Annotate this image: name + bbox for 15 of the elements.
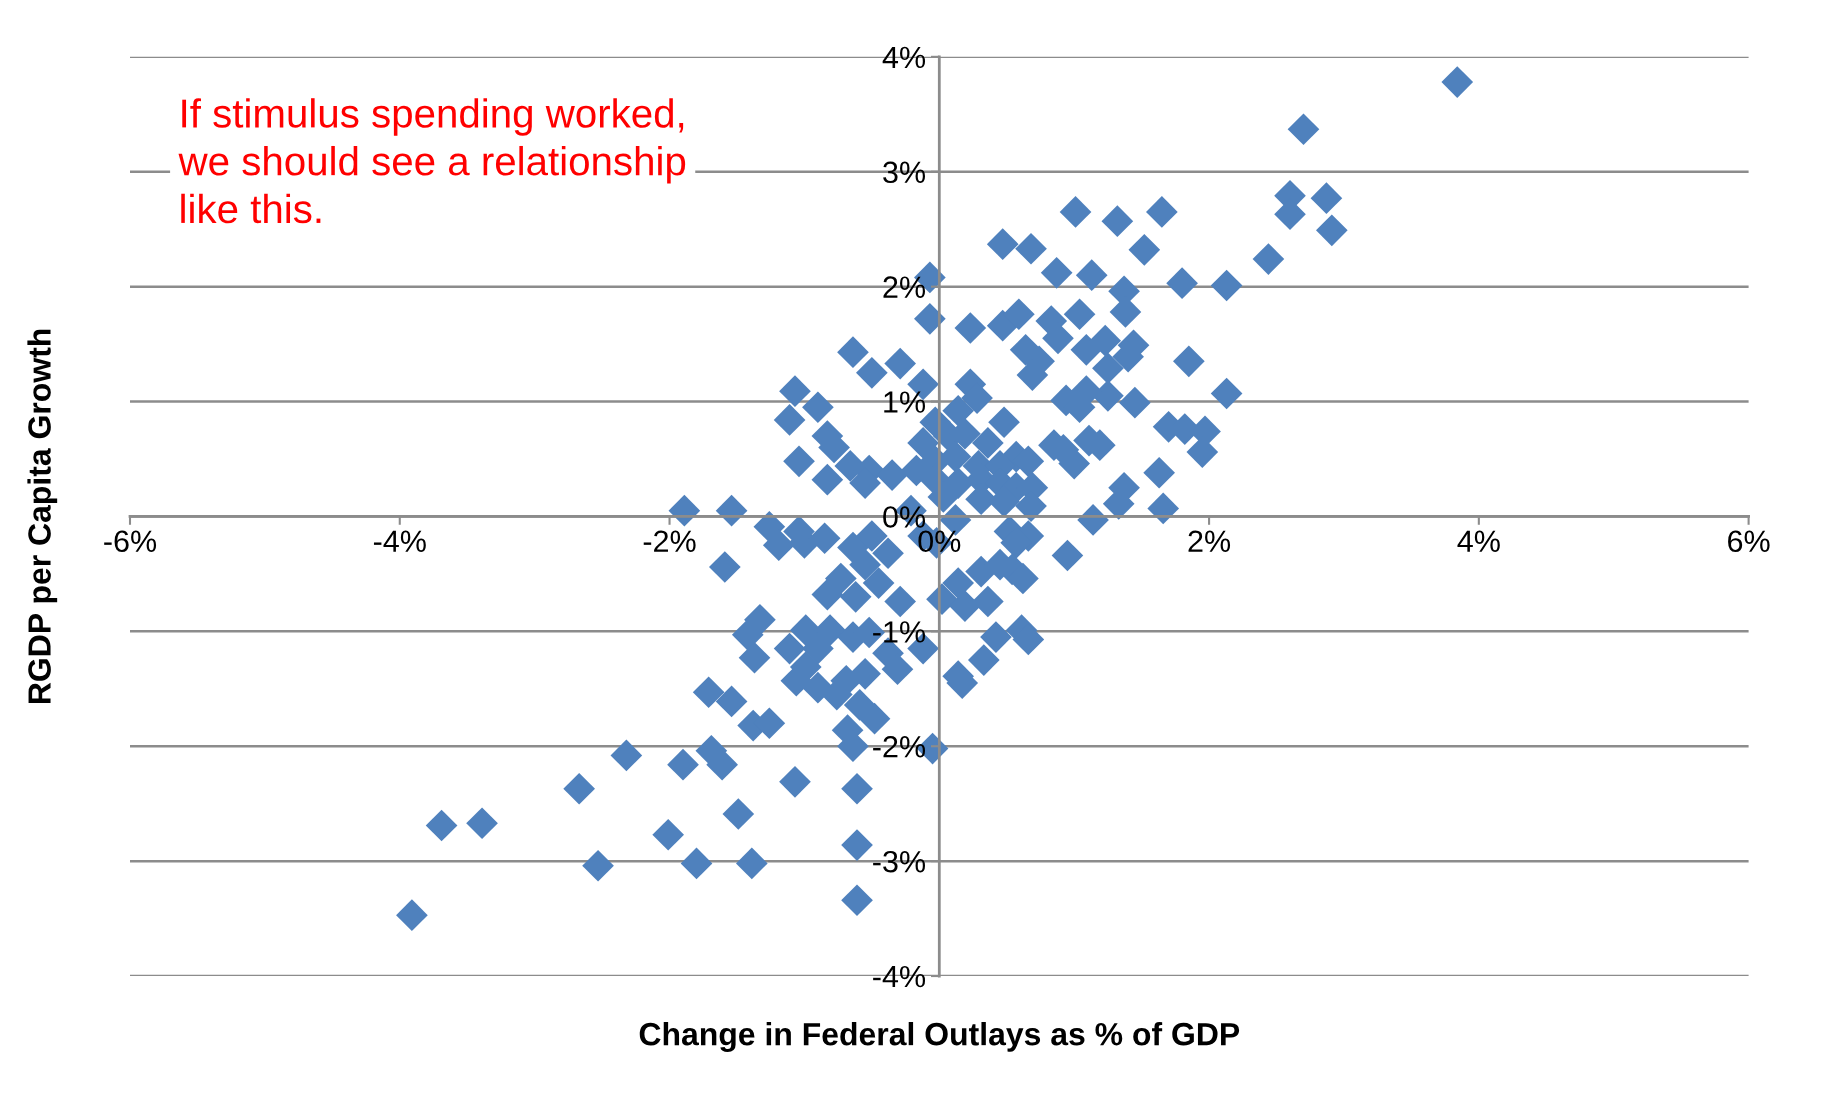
x-tick-label: -4% [373, 530, 426, 552]
x-axis-title: Change in Federal Outlays as % of GDP [639, 1022, 1240, 1052]
x-tick-label: 6% [1728, 530, 1770, 553]
y-axis-title: RGDP per Capita Growth [27, 329, 58, 704]
x-tick-label: 4% [1457, 530, 1500, 552]
x-tick-label: -2% [643, 530, 696, 552]
x-tick-label: 2% [1188, 530, 1231, 552]
x-tick-label: -6% [104, 530, 157, 553]
y-tick-label: 1% [884, 391, 926, 413]
y-tick-label: -3% [873, 850, 926, 873]
y-tick-label: -4% [873, 965, 926, 988]
y-tick-label: 3% [883, 161, 926, 184]
y-tick-label: 4% [882, 46, 926, 69]
annotation: If stimulus spending worked, we should see a relationship like this. [178, 98, 686, 224]
y-tick-label: 2% [883, 276, 926, 298]
